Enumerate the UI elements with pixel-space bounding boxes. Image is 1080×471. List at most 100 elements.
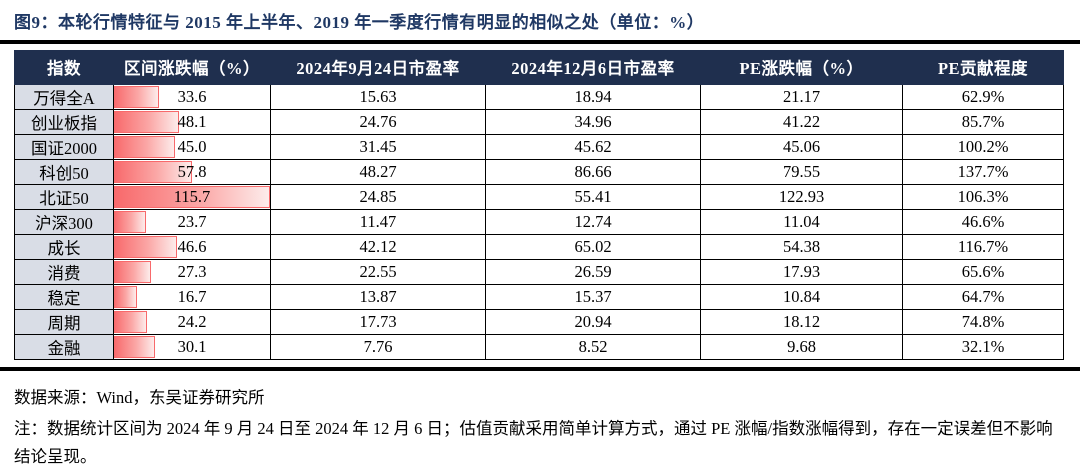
pe-contribution-value: 85.7% <box>903 109 1064 134</box>
change-bar <box>114 261 151 283</box>
pe-dec6-value: 86.66 <box>486 159 701 184</box>
pe-dec6-value: 12.74 <box>486 209 701 234</box>
pe-sep24-value: 24.76 <box>271 109 486 134</box>
change-cell: 24.2 <box>114 309 271 334</box>
pe-dec6-value: 20.94 <box>486 309 701 334</box>
change-value: 57.8 <box>178 162 207 181</box>
column-header: 指数 <box>15 50 114 84</box>
pe-change-value: 17.93 <box>701 259 903 284</box>
change-value: 115.7 <box>174 187 211 206</box>
change-bar <box>114 86 159 108</box>
change-bar <box>114 336 155 358</box>
change-cell: 23.7 <box>114 209 271 234</box>
index-name: 稳定 <box>15 284 114 309</box>
column-header: PE涨跌幅（%） <box>701 50 903 84</box>
pe-sep24-value: 11.47 <box>271 209 486 234</box>
change-value: 30.1 <box>178 337 207 356</box>
pe-dec6-value: 65.02 <box>486 234 701 259</box>
change-value: 27.3 <box>178 262 207 281</box>
pe-change-value: 21.17 <box>701 84 903 109</box>
change-value: 23.7 <box>178 212 207 231</box>
column-header: 区间涨跌幅（%） <box>114 50 271 84</box>
index-name: 周期 <box>15 309 114 334</box>
index-name: 国证2000 <box>15 134 114 159</box>
change-cell: 27.3 <box>114 259 271 284</box>
change-bar <box>114 136 175 158</box>
pe-change-value: 18.12 <box>701 309 903 334</box>
pe-sep24-value: 24.85 <box>271 184 486 209</box>
pe-contribution-value: 106.3% <box>903 184 1064 209</box>
change-bar <box>114 111 179 133</box>
change-value: 45.0 <box>178 137 207 156</box>
top-divider <box>0 40 1080 44</box>
change-cell: 30.1 <box>114 334 271 359</box>
pe-sep24-value: 42.12 <box>271 234 486 259</box>
change-cell: 115.7 <box>114 184 271 209</box>
pe-sep24-value: 17.73 <box>271 309 486 334</box>
pe-change-value: 41.22 <box>701 109 903 134</box>
change-bar <box>114 286 137 308</box>
bottom-divider <box>0 367 1080 371</box>
pe-change-value: 79.55 <box>701 159 903 184</box>
index-name: 创业板指 <box>15 109 114 134</box>
pe-contribution-value: 32.1% <box>903 334 1064 359</box>
change-cell: 46.6 <box>114 234 271 259</box>
change-value: 33.6 <box>178 87 207 106</box>
change-cell: 33.6 <box>114 84 271 109</box>
change-value: 48.1 <box>178 112 207 131</box>
pe-contribution-value: 65.6% <box>903 259 1064 284</box>
pe-dec6-value: 8.52 <box>486 334 701 359</box>
pe-contribution-value: 137.7% <box>903 159 1064 184</box>
change-cell: 45.0 <box>114 134 271 159</box>
figure-title: 图9：本轮行情特征与 2015 年上半年、2019 年一季度行情有明显的相似之处… <box>0 0 1080 33</box>
report-figure: 图9：本轮行情特征与 2015 年上半年、2019 年一季度行情有明显的相似之处… <box>0 0 1080 459</box>
index-name: 沪深300 <box>15 209 114 234</box>
pe-change-value: 10.84 <box>701 284 903 309</box>
column-header: 2024年9月24日市盈率 <box>271 50 486 84</box>
pe-dec6-value: 26.59 <box>486 259 701 284</box>
index-name: 科创50 <box>15 159 114 184</box>
pe-change-value: 54.38 <box>701 234 903 259</box>
change-cell: 57.8 <box>114 159 271 184</box>
pe-change-value: 9.68 <box>701 334 903 359</box>
pe-change-value: 45.06 <box>701 134 903 159</box>
pe-dec6-value: 34.96 <box>486 109 701 134</box>
pe-contribution-value: 116.7% <box>903 234 1064 259</box>
change-cell: 48.1 <box>114 109 271 134</box>
change-value: 24.2 <box>178 312 207 331</box>
change-bar <box>114 236 177 258</box>
index-name: 成长 <box>15 234 114 259</box>
index-name: 消费 <box>15 259 114 284</box>
change-bar <box>114 311 147 333</box>
change-cell: 16.7 <box>114 284 271 309</box>
pe-sep24-value: 15.63 <box>271 84 486 109</box>
change-value: 46.6 <box>178 237 207 256</box>
pe-change-value: 11.04 <box>701 209 903 234</box>
pe-contribution-value: 46.6% <box>903 209 1064 234</box>
pe-contribution-value: 100.2% <box>903 134 1064 159</box>
pe-contribution-value: 74.8% <box>903 309 1064 334</box>
pe-contribution-value: 64.7% <box>903 284 1064 309</box>
pe-sep24-value: 22.55 <box>271 259 486 284</box>
index-name: 万得全A <box>15 84 114 109</box>
column-header: PE贡献程度 <box>903 50 1064 84</box>
footnote: 注：数据统计区间为 2024 年 9 月 24 日至 2024 年 12 月 6… <box>14 415 1066 471</box>
index-name: 金融 <box>15 334 114 359</box>
data-source: 数据来源：Wind，东吴证券研究所 <box>14 384 1066 408</box>
index-name: 北证50 <box>15 184 114 209</box>
pe-sep24-value: 48.27 <box>271 159 486 184</box>
